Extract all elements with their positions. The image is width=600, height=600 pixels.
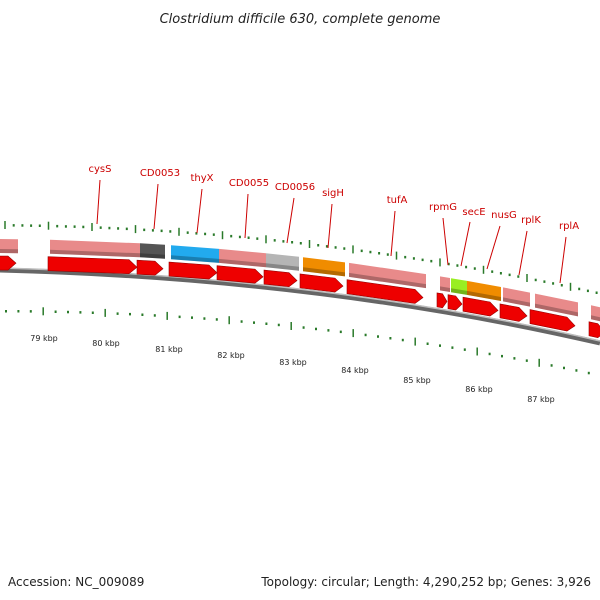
cds-arrow [216,265,264,284]
gene-label-cd0055: CD0055 [229,178,269,189]
gene-block-shade [171,255,219,263]
leader-line [244,193,249,239]
kbp-label-79-kbp: 79 kbp [30,334,58,343]
gene-block [140,243,165,259]
gene-label-thyx: thyX [190,173,213,184]
cds-arrow [529,309,576,332]
cds-arrow [346,279,424,304]
cds-arrow [136,259,164,276]
leader-line [96,179,101,225]
gene-block-shade [266,263,299,271]
gene-label-tufa: tufA [387,195,408,206]
cds-arrow [168,261,218,280]
gene-block [451,278,467,295]
cds-arrow [436,292,448,309]
leader-line [460,221,471,267]
cds-arrow [447,294,463,311]
gene-block [50,239,140,258]
leader-line [327,203,333,249]
gene-block [440,276,450,292]
gene-label-sigh: sigH [322,188,344,199]
leader-line [286,197,295,244]
gene-label-rpmg: rpmG [429,202,457,213]
gene-block [303,257,345,277]
kbp-label-85-kbp: 85 kbp [403,376,431,385]
kbp-label-81-kbp: 81 kbp [155,345,183,354]
leader-line [442,217,449,266]
cds-arrow [499,303,528,322]
gene-block [591,305,600,322]
kbp-label-84-kbp: 84 kbp [341,366,369,375]
kbp-label-87-kbp: 87 kbp [527,395,555,404]
gene-label-cd0053: CD0053 [140,168,180,179]
gene-block [266,253,299,271]
cds-arrow [299,273,344,293]
label-leaders [96,179,567,284]
cds-arrow [462,296,499,317]
gene-block [535,293,578,317]
gene-block [349,262,426,289]
gene-block-shade [503,297,530,307]
gene-block [503,287,530,307]
kbp-label-86-kbp: 86 kbp [465,385,493,394]
cds-track [0,255,600,339]
gene-block-shade [140,253,165,259]
kbp-label-83-kbp: 83 kbp [279,358,307,367]
gene-block-shade [219,258,266,268]
gene-label-sece: secE [462,207,485,218]
genome-backbone [0,267,600,346]
cds-arrow [0,255,17,271]
gene-label-nusg: nusG [491,210,517,221]
gene-track [0,239,600,322]
gene-block-shade [303,267,345,277]
leader-line [390,210,396,257]
kbp-label-80-kbp: 80 kbp [92,339,120,348]
kbp-label-group: 79 kbp 80 kbp 81 kbp 82 kbp 83 kbp 84 kbp 85 k… [30,334,555,404]
cds-arrow [588,321,600,339]
leader-line [196,188,203,234]
leader-line [486,225,501,270]
outer-tick-track [4,221,598,294]
cds-arrow [47,256,138,275]
gene-block [171,245,219,263]
gene-label-group: cysS CD0053 thyX CD0055 CD0056 sigH tufA rpmG se… [89,164,580,232]
gene-block-shade [535,303,578,317]
leader-line [559,236,567,284]
gene-label-cyss: cysS [89,164,112,175]
leader-line [153,183,159,230]
gene-block [0,239,18,254]
gene-label-rpla: rplA [559,221,579,232]
kbp-label-82-kbp: 82 kbp [217,351,245,360]
leader-line [518,230,528,276]
gene-block-shade [467,290,501,301]
gene-label-rplk: rplK [521,215,541,226]
gene-block-shade [0,249,18,254]
accession-text: Accession: NC_009089 [8,575,144,589]
gene-block [219,248,266,268]
gene-label-cd0056: CD0056 [275,182,315,193]
gene-block-shade [591,315,600,322]
gene-block-shade [50,249,140,258]
gene-block-shade [440,286,450,292]
gene-block-shade [349,272,426,289]
gene-block [467,280,501,301]
map-title: Clostridium difficile 630, complete geno… [160,12,441,27]
cds-arrow [263,269,298,288]
genome-summary-text: Topology: circular; Length: 4,290,252 bp… [260,575,591,589]
gene-block-shade [451,288,467,295]
inner-tick-track [5,307,590,375]
